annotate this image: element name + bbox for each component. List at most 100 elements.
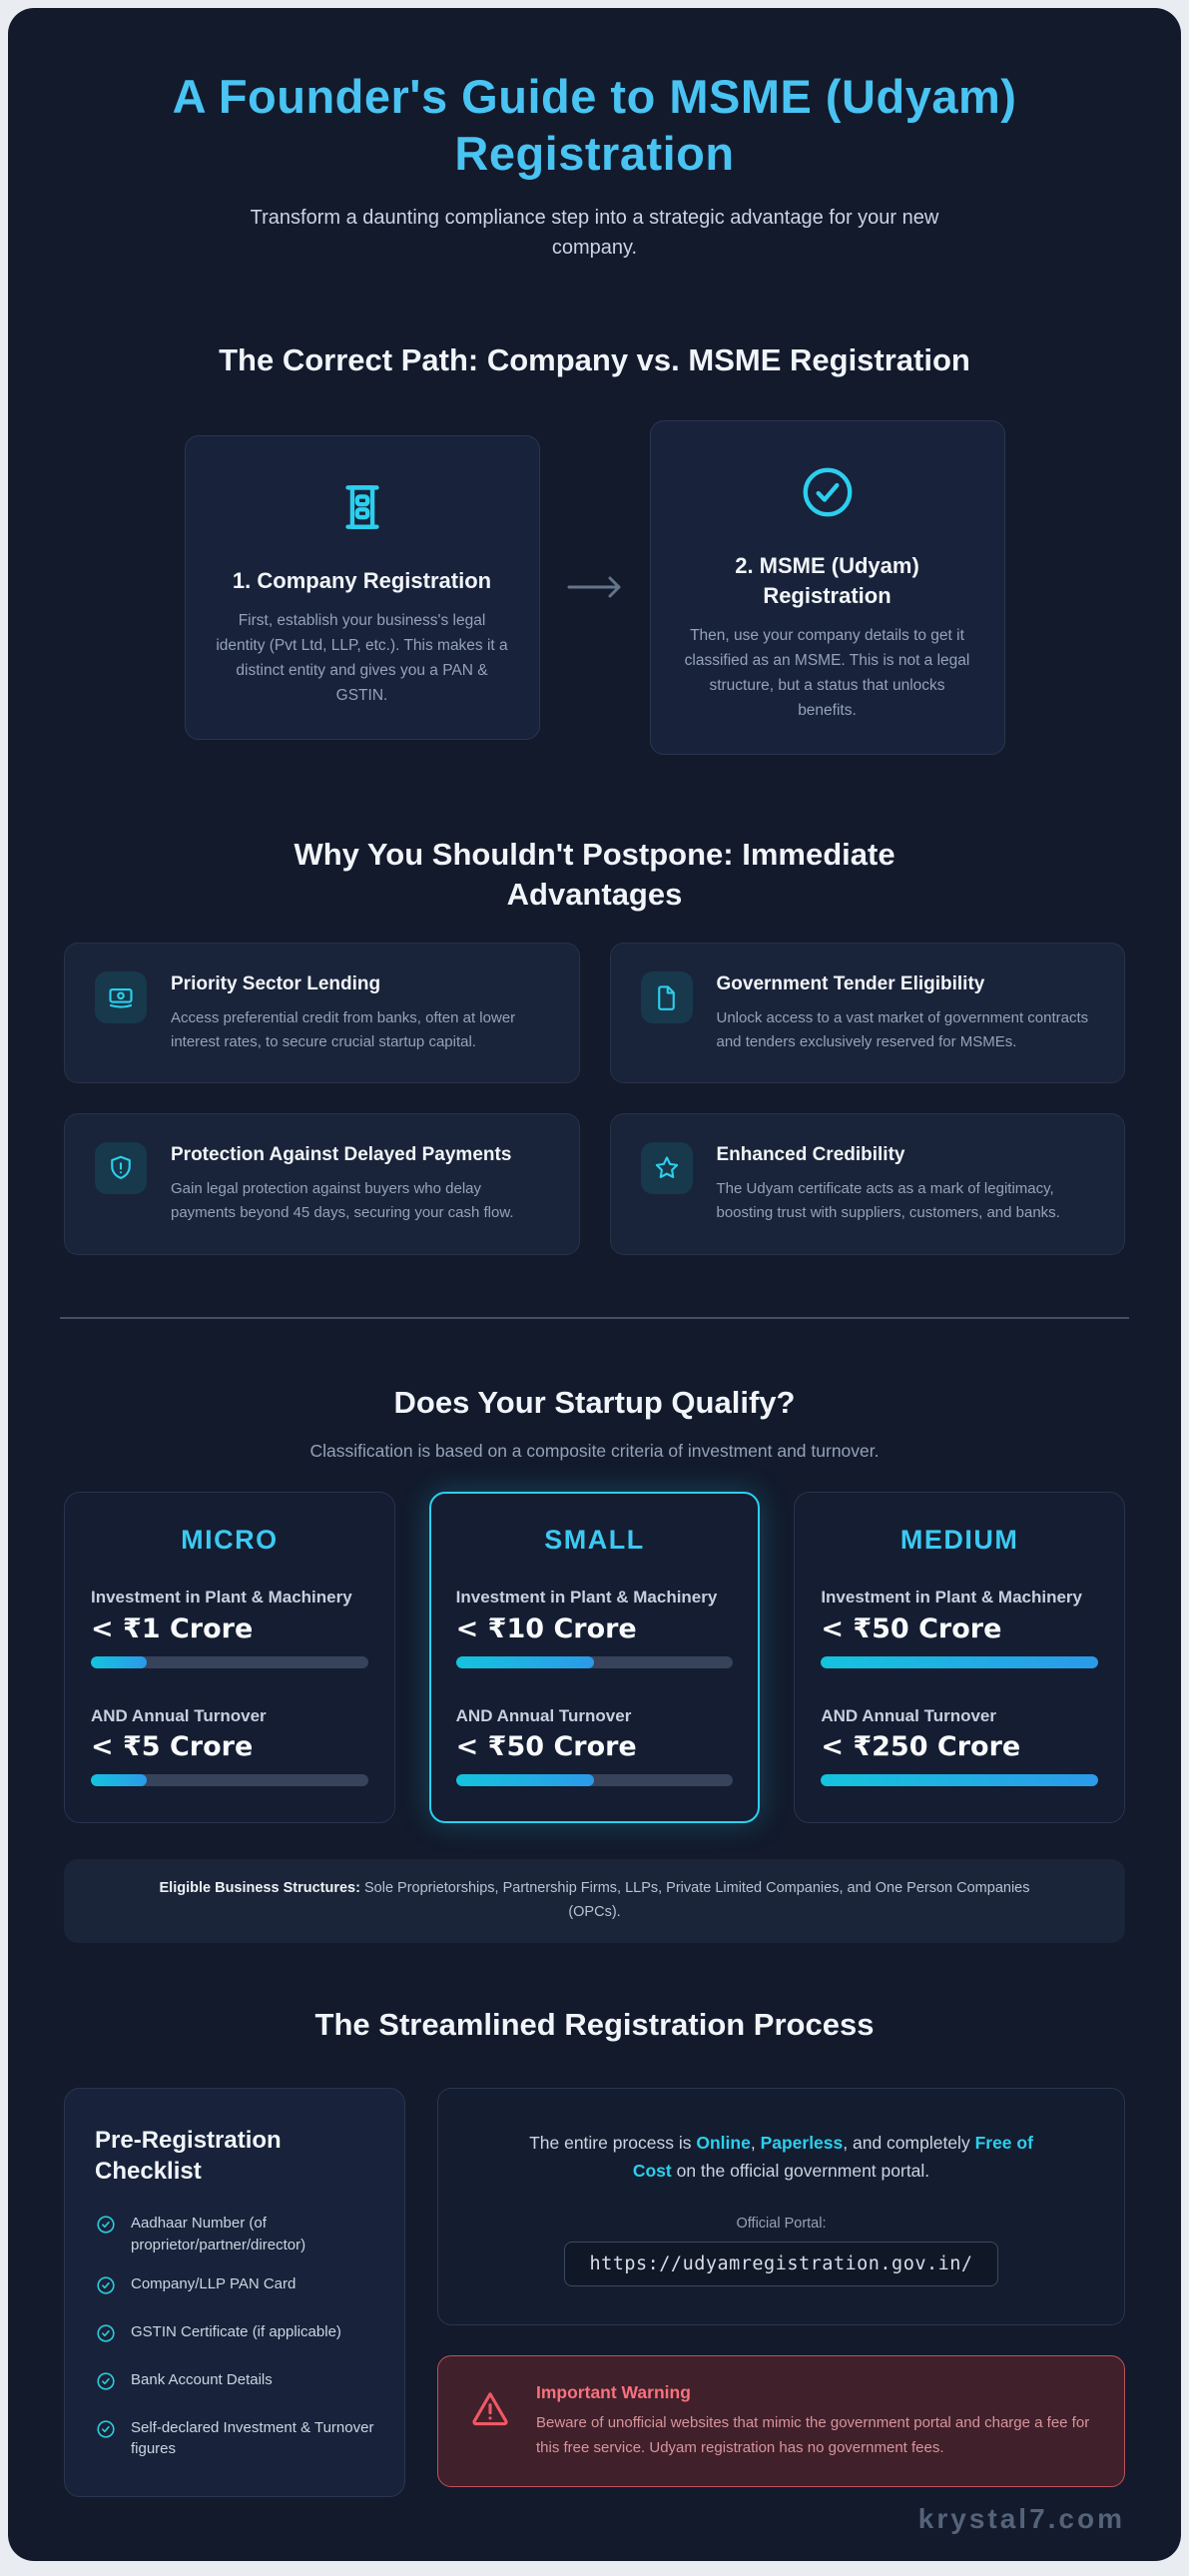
section-correct-path: The Correct Path: Company vs. MSME Regis… — [64, 340, 1125, 755]
advantage-card-delayed-payments: Protection Against Delayed Payments Gain… — [64, 1113, 580, 1255]
step-description: Then, use your company details to get it… — [684, 627, 970, 719]
page-subtitle: Transform a daunting compliance step int… — [250, 206, 939, 259]
investment-progress-track — [455, 1655, 734, 1668]
watermark: krystal7.com — [917, 2503, 1125, 2535]
turnover-progress-fill — [455, 1774, 595, 1787]
check-circle-icon — [95, 2322, 117, 2351]
important-warning-card: Important Warning Beware of unofficial w… — [437, 2355, 1125, 2487]
checklist-item-text: Company/LLP PAN Card — [131, 2275, 297, 2293]
advantage-card-priority-lending: Priority Sector Lending Access preferent… — [64, 943, 580, 1084]
steps-row: 1. Company Registration First, establish… — [64, 419, 1125, 755]
portal-note-text: , and completely — [843, 2132, 975, 2153]
infographic-page: A Founder's Guide to MSME (Udyam) Regist… — [8, 8, 1181, 2562]
page-title: A Founder's Guide to MSME (Udyam) Regist… — [172, 70, 1017, 181]
section-process: The Streamlined Registration Process Pre… — [64, 2005, 1125, 2498]
advantage-title: Priority Sector Lending — [171, 973, 381, 995]
checklist-item: Aadhaar Number (of proprietor/partner/di… — [95, 2213, 374, 2256]
tier-turnover-value: < ₹50 Crore — [455, 1731, 637, 1763]
tier-turnover-value: < ₹250 Crore — [821, 1731, 1021, 1763]
tier-name: MICRO — [181, 1524, 279, 1555]
tier-investment: Investment in Plant & Machinery < ₹10 Cr… — [455, 1586, 734, 1668]
tier-turnover: AND Annual Turnover < ₹250 Crore — [821, 1704, 1098, 1787]
checklist-item-text: Aadhaar Number (of proprietor/partner/di… — [131, 2214, 306, 2254]
turnover-progress-track — [91, 1774, 368, 1787]
tier-investment-label: Investment in Plant & Machinery — [91, 1587, 352, 1607]
checklist-item: Bank Account Details — [95, 2369, 374, 2399]
qualify-heading: Does Your Startup Qualify? — [393, 1384, 796, 1420]
tier-investment-value: < ₹10 Crore — [455, 1612, 637, 1644]
check-circle-icon — [679, 459, 976, 525]
check-circle-icon — [95, 2214, 117, 2243]
tier-card-small: SMALL Investment in Plant & Machinery < … — [428, 1491, 761, 1824]
advantage-description: The Udyam certificate acts as a mark of … — [716, 1179, 1060, 1222]
document-icon — [640, 971, 693, 1024]
advantage-description: Gain legal protection against buyers who… — [171, 1179, 514, 1222]
portal-note-text: , — [750, 2132, 761, 2153]
step-description: First, establish your business's legal i… — [216, 612, 508, 704]
tier-turnover: AND Annual Turnover < ₹50 Crore — [455, 1704, 734, 1787]
portal-url-link[interactable]: https://udyamregistration.gov.in/ — [564, 2242, 998, 2287]
investment-progress-fill — [821, 1655, 1098, 1668]
advantage-title: Protection Against Delayed Payments — [171, 1144, 512, 1166]
checklist-item-text: Bank Account Details — [131, 2370, 273, 2388]
turnover-progress-track — [821, 1774, 1098, 1787]
check-circle-icon — [95, 2274, 117, 2303]
portal-label: Official Portal: — [736, 2216, 827, 2233]
section-advantages: Why You Shouldn't Postpone: Immediate Ad… — [64, 835, 1125, 1255]
warning-triangle-icon — [468, 2386, 512, 2435]
advantages-heading: Why You Shouldn't Postpone: Immediate Ad… — [294, 836, 895, 912]
highlight-online: Online — [696, 2132, 751, 2153]
header: A Founder's Guide to MSME (Udyam) Regist… — [64, 68, 1125, 263]
portal-note: The entire process is Online, Paperless,… — [512, 2129, 1051, 2187]
tier-investment-label: Investment in Plant & Machinery — [821, 1587, 1083, 1607]
eligible-structures-note: Eligible Business Structures: Sole Propr… — [64, 1859, 1125, 1944]
advantage-card-credibility: Enhanced Credibility The Udyam certifica… — [609, 1113, 1125, 1255]
step-title: 2. MSME (Udyam) Registration — [735, 552, 919, 608]
step-card-msme-registration: 2. MSME (Udyam) Registration Then, use y… — [649, 419, 1005, 755]
investment-progress-fill — [91, 1655, 147, 1668]
eligible-structures-text: Sole Proprietorships, Partnership Firms,… — [359, 1880, 1030, 1921]
section-qualify: Does Your Startup Qualify? Classificatio… — [64, 1383, 1125, 1944]
tier-name: SMALL — [544, 1524, 645, 1555]
step-title: 1. Company Registration — [232, 567, 492, 593]
step-card-company-registration: 1. Company Registration First, establish… — [184, 434, 540, 740]
checklist-item: Company/LLP PAN Card — [95, 2273, 374, 2303]
checklist-title: Pre-Registration Checklist — [95, 2126, 282, 2185]
tier-card-medium: MEDIUM Investment in Plant & Machinery <… — [794, 1491, 1125, 1824]
tier-card-micro: MICRO Investment in Plant & Machinery < … — [64, 1491, 395, 1824]
banknote-icon — [95, 971, 147, 1024]
investment-progress-track — [821, 1655, 1098, 1668]
eligible-structures-label: Eligible Business Structures: — [159, 1880, 360, 1897]
tier-turnover: AND Annual Turnover < ₹5 Crore — [91, 1704, 368, 1787]
checklist-item: Self-declared Investment & Turnover figu… — [95, 2417, 374, 2461]
tier-investment-value: < ₹1 Crore — [91, 1612, 254, 1644]
highlight-free-of-cost: Free of Cost — [632, 2132, 1033, 2182]
turnover-progress-track — [455, 1774, 734, 1787]
investment-progress-fill — [455, 1655, 595, 1668]
tier-grid: MICRO Investment in Plant & Machinery < … — [64, 1491, 1125, 1824]
process-heading: The Streamlined Registration Process — [314, 2007, 875, 2043]
portal-info-card: The entire process is Online, Paperless,… — [437, 2087, 1125, 2326]
section-divider — [60, 1316, 1129, 1319]
qualify-subheading: Classification is based on a composite c… — [309, 1440, 880, 1461]
advantage-title: Enhanced Credibility — [716, 1144, 905, 1166]
star-icon — [640, 1142, 693, 1195]
turnover-progress-fill — [821, 1774, 1098, 1787]
tier-name: MEDIUM — [899, 1524, 1019, 1555]
portal-note-text: The entire process is — [529, 2132, 697, 2153]
tier-turnover-value: < ₹5 Crore — [91, 1731, 254, 1763]
tier-investment-label: Investment in Plant & Machinery — [455, 1587, 718, 1607]
arrow-right-icon — [566, 569, 624, 605]
checklist-item: GSTIN Certificate (if applicable) — [95, 2321, 374, 2351]
correct-path-heading: The Correct Path: Company vs. MSME Regis… — [219, 341, 970, 377]
advantages-grid: Priority Sector Lending Access preferent… — [64, 943, 1125, 1255]
checklist: Aadhaar Number (of proprietor/partner/di… — [95, 2213, 374, 2460]
warning-title: Important Warning — [536, 2382, 691, 2403]
warning-text: Beware of unofficial websites that mimic… — [536, 2414, 1090, 2456]
investment-progress-track — [91, 1655, 368, 1668]
check-circle-icon — [95, 2370, 117, 2399]
process-right-column: The entire process is Online, Paperless,… — [437, 2087, 1125, 2498]
tier-turnover-label: AND Annual Turnover — [455, 1705, 632, 1725]
turnover-progress-fill — [91, 1774, 147, 1787]
checklist-item-text: GSTIN Certificate (if applicable) — [131, 2323, 341, 2341]
